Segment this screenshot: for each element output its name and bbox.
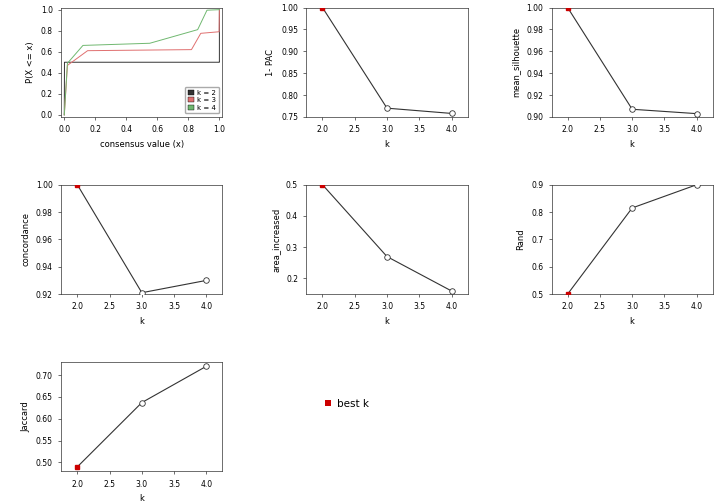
- X-axis label: k: k: [630, 317, 634, 326]
- X-axis label: consensus value (x): consensus value (x): [100, 140, 184, 149]
- X-axis label: k: k: [140, 317, 144, 326]
- Y-axis label: concordance: concordance: [22, 212, 30, 267]
- Y-axis label: mean_silhouette: mean_silhouette: [512, 27, 521, 97]
- Y-axis label: Jaccard: Jaccard: [22, 401, 30, 432]
- Y-axis label: Rand: Rand: [516, 229, 526, 250]
- X-axis label: k: k: [384, 317, 390, 326]
- Legend: k = 2, k = 3, k = 4: k = 2, k = 3, k = 4: [185, 87, 219, 113]
- X-axis label: k: k: [630, 140, 634, 149]
- Y-axis label: 1- PAC: 1- PAC: [266, 49, 276, 76]
- X-axis label: k: k: [384, 140, 390, 149]
- Y-axis label: area_increased: area_increased: [271, 207, 280, 272]
- Y-axis label: P(X <= x): P(X <= x): [26, 41, 35, 83]
- Legend: best k: best k: [320, 395, 374, 413]
- X-axis label: k: k: [140, 494, 144, 503]
